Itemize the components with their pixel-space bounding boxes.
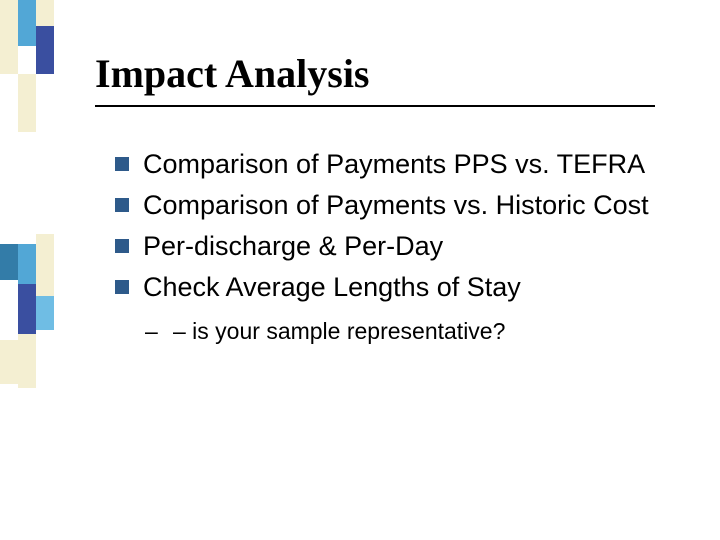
slide: Impact Analysis Comparison of Payments P…	[0, 0, 720, 540]
sidebar-tile	[0, 340, 18, 384]
list-item: Check Average Lengths of Stay	[115, 270, 680, 305]
sidebar-tile	[36, 234, 54, 296]
sub-bullet-text: – is your sample representative?	[173, 318, 505, 344]
sidebar-tile	[36, 74, 54, 234]
sidebar-tile	[18, 244, 36, 284]
bullet-list: Comparison of Payments PPS vs. TEFRA Com…	[95, 147, 680, 305]
sidebar-tile	[36, 330, 54, 540]
sidebar-tile	[0, 384, 18, 540]
bullet-text: Check Average Lengths of Stay	[143, 272, 521, 302]
sidebar-tile	[0, 0, 18, 74]
sidebar-tile	[0, 74, 18, 244]
dash-bullet-icon: –	[145, 317, 173, 347]
bullet-text: Comparison of Payments vs. Historic Cost	[143, 190, 649, 220]
sub-list: –– is your sample representative?	[95, 317, 680, 347]
sidebar-tile	[18, 74, 36, 132]
slide-content: Impact Analysis Comparison of Payments P…	[95, 50, 680, 347]
square-bullet-icon	[115, 157, 129, 171]
sidebar-tile	[18, 284, 36, 334]
square-bullet-icon	[115, 198, 129, 212]
decorative-sidebar	[0, 0, 60, 540]
list-item: Comparison of Payments vs. Historic Cost	[115, 188, 680, 223]
bullet-text: Per-discharge & Per-Day	[143, 231, 443, 261]
sidebar-tile	[36, 296, 54, 330]
sidebar-tile	[18, 0, 36, 46]
sidebar-tile	[18, 388, 36, 540]
sidebar-tile	[0, 244, 18, 280]
sidebar-tile	[36, 26, 54, 74]
bullet-text: Comparison of Payments PPS vs. TEFRA	[143, 149, 645, 179]
list-item: Per-discharge & Per-Day	[115, 229, 680, 264]
sidebar-tile	[18, 46, 36, 74]
sidebar-tile	[0, 280, 18, 340]
sidebar-tile	[36, 0, 54, 26]
sub-list-item: –– is your sample representative?	[145, 317, 680, 347]
square-bullet-icon	[115, 280, 129, 294]
sidebar-tile	[18, 132, 36, 244]
square-bullet-icon	[115, 239, 129, 253]
slide-title: Impact Analysis	[95, 50, 680, 97]
list-item: Comparison of Payments PPS vs. TEFRA	[115, 147, 680, 182]
sidebar-tile	[18, 334, 36, 388]
title-underline	[95, 105, 655, 107]
